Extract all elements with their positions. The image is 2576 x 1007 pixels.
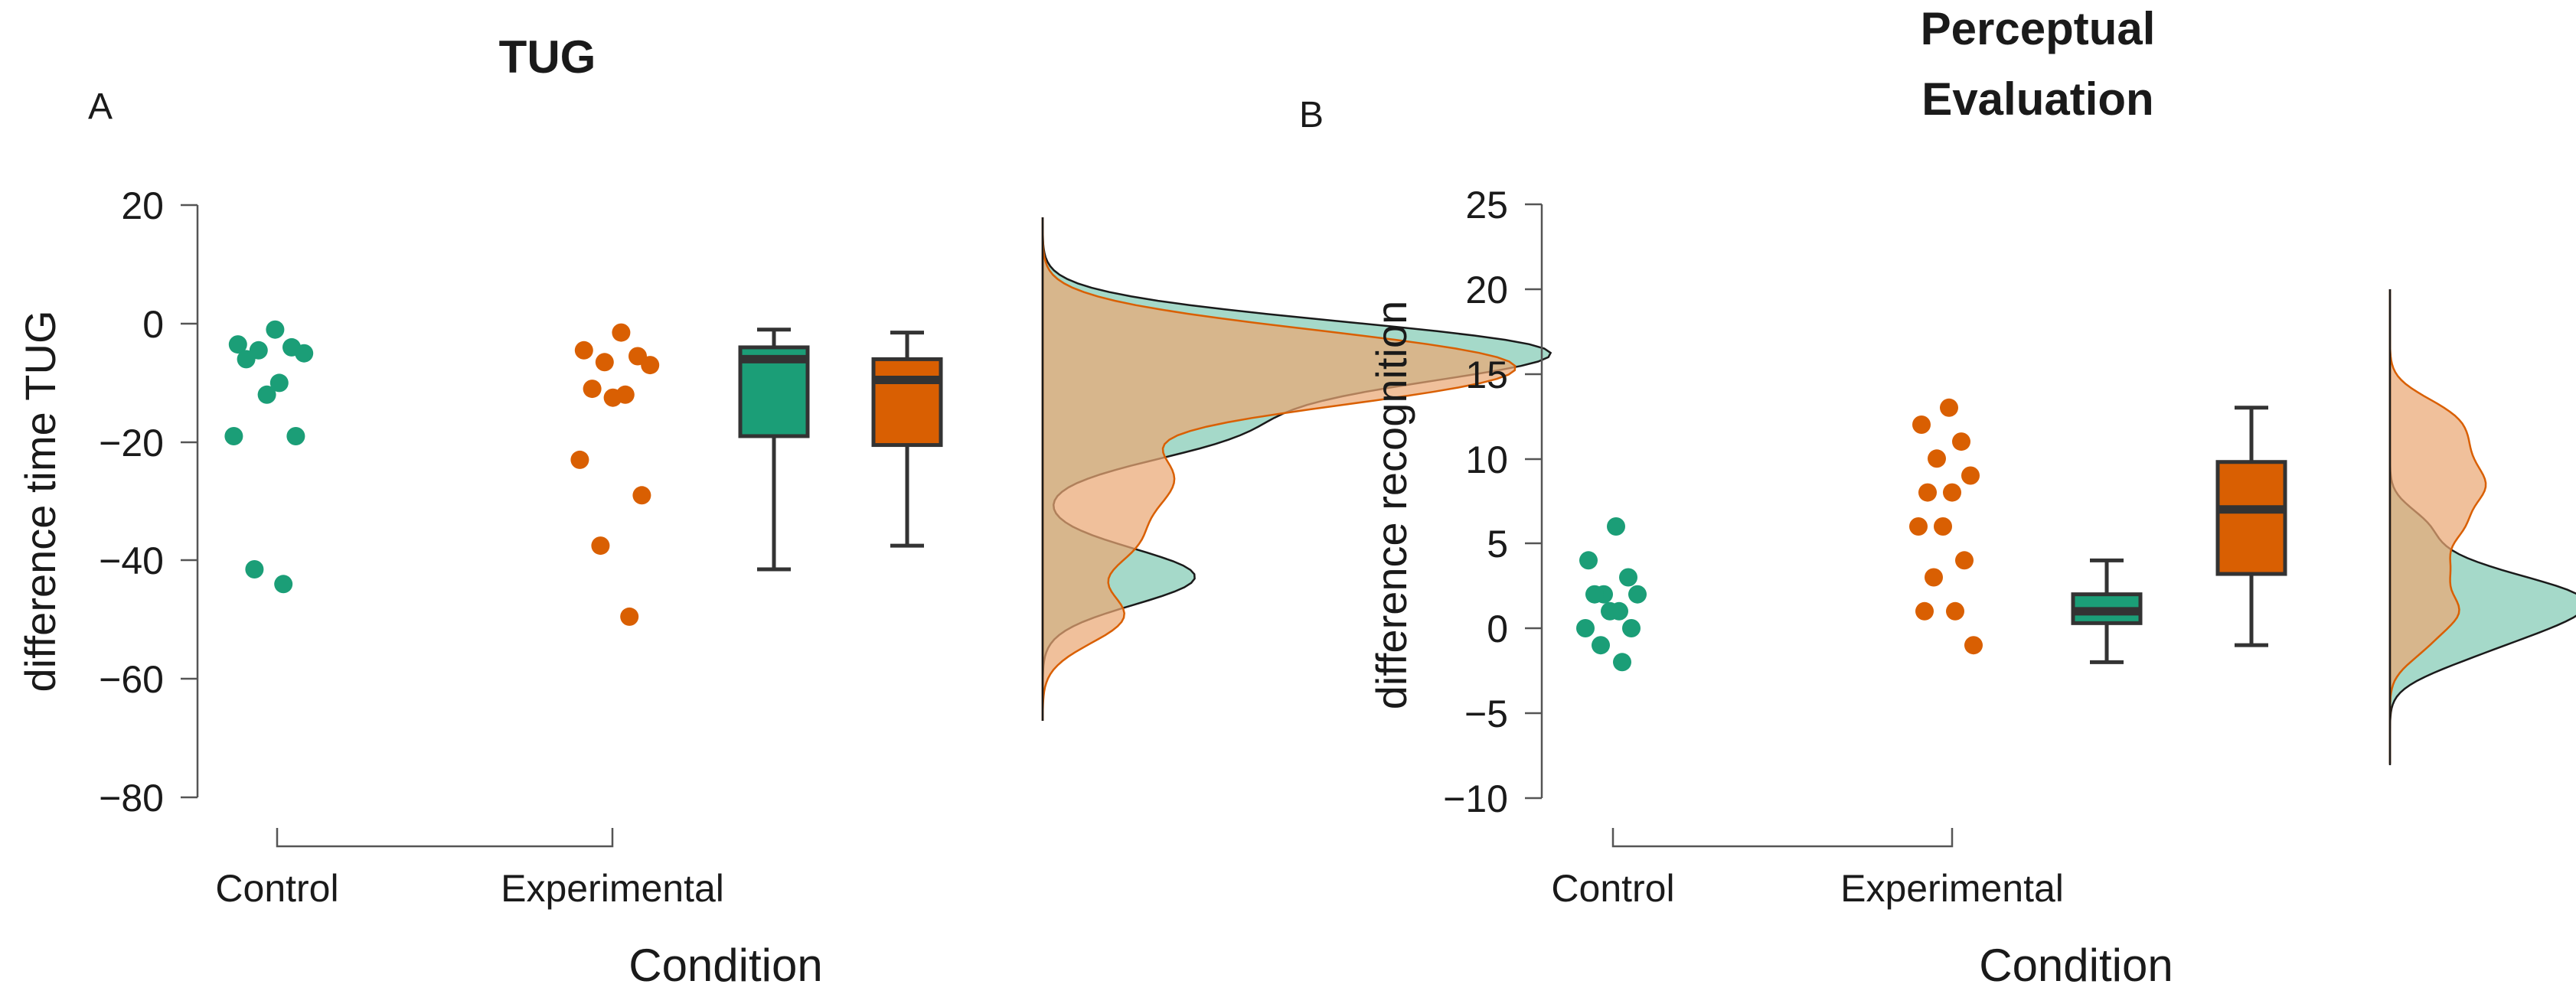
data-point-control [1622,619,1641,637]
y-tick-label: −5 [1464,693,1508,735]
data-point-control [1585,585,1604,604]
y-tick-label: 15 [1465,354,1508,396]
data-point-experimental [1955,551,1974,570]
x-category-label-experimental: Experimental [1840,867,2064,910]
panel-a-label: A [88,86,113,127]
x-category-label-experimental: Experimental [501,867,724,910]
panel-b-y-axis-title: difference recognition [1367,301,1415,709]
data-point-control [1592,636,1610,655]
panel-b-y-ticks: 25 20 15 10 5 0 −5 −10 [1443,184,1542,820]
y-tick-label: −80 [99,777,164,820]
data-point-experimental [632,486,651,505]
box-iqr-experimental [871,357,943,448]
y-tick-label: −10 [1443,777,1508,820]
panel-a-boxplots [738,328,943,572]
data-point-control [224,427,243,445]
y-tick-label: 5 [1487,523,1508,565]
data-point-control [1576,619,1595,637]
panel-b-title-line-1: Perceptual [1921,3,2156,54]
data-point-control [286,427,305,445]
y-tick-label: −20 [99,422,164,464]
y-tick-label: −40 [99,539,164,582]
panel-a-y-axis-title: difference time TUG [16,310,64,692]
panel-a-x-axis-title: Condition [628,940,823,991]
panel-b-x-axis [1611,828,1954,848]
data-point-control [1613,653,1631,672]
data-point-experimental [1925,568,1943,587]
data-point-experimental [570,450,589,469]
panel-b-x-axis-title: Condition [1979,940,2173,991]
panel-b-points [1576,398,1983,672]
data-point-experimental [1912,416,1931,434]
data-point-experimental [612,323,631,342]
data-point-experimental [1943,483,1961,502]
data-point-control [274,575,293,594]
y-tick-label: −60 [99,658,164,701]
data-point-experimental [1940,398,1958,417]
data-point-control [257,385,276,404]
panel-a-title: TUG [499,31,596,83]
data-point-control [228,335,247,354]
panel-b-density-clouds [2388,289,2576,765]
data-point-experimental [1961,466,1980,485]
x-category-label-control: Control [1551,867,1674,910]
y-tick-label: 10 [1465,438,1508,481]
panel-b-label: B [1299,95,1324,135]
data-point-experimental [583,380,602,399]
data-point-control [1607,517,1625,536]
panel-b-perceptual-evaluation: Perceptual Evaluation B 25 20 15 10 5 0 … [1299,3,2576,991]
y-tick-label: 0 [1487,608,1508,650]
panel-a-tug: TUG A 20 0 −20 −40 −60 −80 difference ti… [16,31,1552,991]
data-point-experimental [595,353,614,372]
data-point-control [1601,601,1619,621]
data-point-experimental [574,341,593,360]
data-point-experimental [1952,432,1970,451]
x-category-label-control: Control [215,867,338,910]
panel-a-x-axis [276,828,614,848]
panel-b-boxplots [2071,406,2287,664]
panel-a-y-ticks: 20 0 −20 −40 −60 −80 [99,184,198,820]
y-tick-label: 20 [1465,269,1508,311]
data-point-experimental [1915,601,1934,621]
panel-a-density-clouds [1041,217,1552,722]
data-point-experimental [1946,601,1964,621]
data-point-experimental [620,607,639,626]
data-point-experimental [1928,449,1946,468]
panel-b-title-line-2: Evaluation [1921,73,2153,125]
data-point-control [269,373,289,393]
data-point-control [1628,585,1647,604]
data-point-control [245,560,264,578]
data-point-control [295,344,314,363]
data-point-control [1619,568,1637,587]
box-iqr-experimental [2215,460,2287,576]
data-point-experimental [603,388,622,407]
y-tick-label: 20 [121,184,164,227]
y-tick-label: 25 [1465,184,1508,226]
data-point-experimental [1909,517,1928,536]
data-point-experimental [1918,483,1937,502]
data-point-experimental [1964,636,1983,655]
y-tick-label: 0 [142,303,164,346]
panel-a-points [224,320,660,626]
data-point-experimental [591,536,610,556]
data-point-experimental [641,356,660,375]
data-point-experimental [1934,517,1952,536]
density-cloud-experimental [1041,217,1517,722]
density-cloud-experimental [2388,289,2487,764]
data-point-control [266,320,285,339]
data-point-control [237,350,256,369]
data-point-control [1579,551,1598,570]
